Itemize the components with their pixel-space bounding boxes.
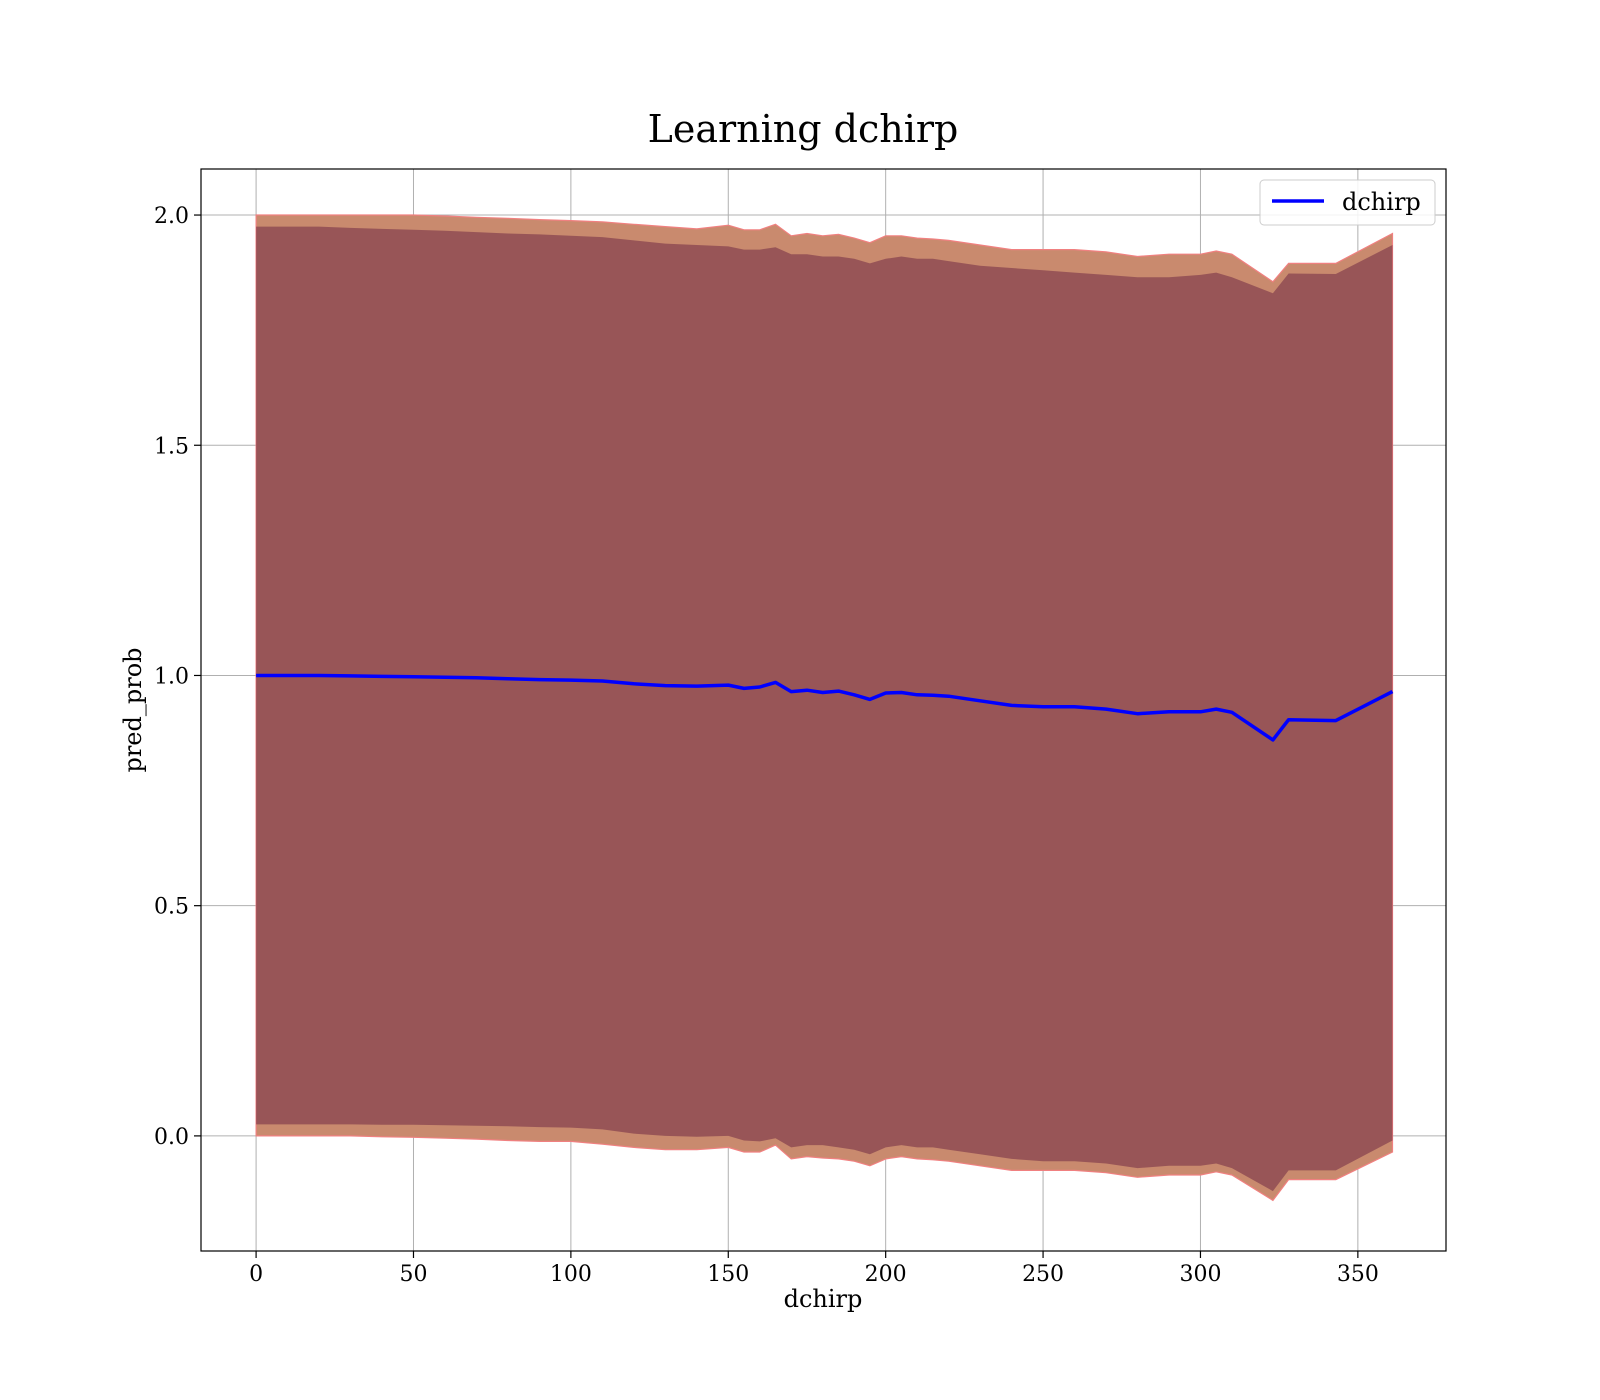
legend-label: dchirp xyxy=(1342,188,1421,216)
y-axis-label: pred_prob xyxy=(119,647,147,772)
x-tick-label: 250 xyxy=(1022,1262,1064,1287)
y-tick-label: 2.0 xyxy=(154,204,189,229)
x-tick-label: 0 xyxy=(249,1262,263,1287)
chart-title: Learning dchirp xyxy=(648,107,959,151)
plot-frame xyxy=(200,168,1447,1252)
x-axis-label: dchirp xyxy=(784,1285,863,1313)
y-axis: 0.0 0.5 1.0 1.5 2.0 xyxy=(154,204,201,1150)
inner-band xyxy=(256,226,1393,1192)
y-tick-label: 0.0 xyxy=(154,1125,189,1150)
series-line-dchirp xyxy=(256,673,1394,742)
confidence-bands xyxy=(255,214,1394,1202)
x-tick-label: 150 xyxy=(707,1262,749,1287)
x-tick-label: 350 xyxy=(1337,1262,1379,1287)
plot-area xyxy=(201,169,1446,1251)
x-tick-label: 50 xyxy=(399,1262,427,1287)
x-tick-label: 100 xyxy=(550,1262,592,1287)
y-tick-label: 0.5 xyxy=(154,895,189,920)
series-lines xyxy=(256,673,1394,742)
y-tick-label: 1.5 xyxy=(154,434,189,459)
y-tick-label: 1.0 xyxy=(154,664,189,689)
legend: dchirp xyxy=(1259,179,1436,226)
x-tick-label: 300 xyxy=(1179,1262,1221,1287)
x-tick-label: 200 xyxy=(865,1262,907,1287)
legend-box xyxy=(1259,179,1436,226)
x-axis: 0 50 100 150 200 250 300 350 xyxy=(249,1251,1379,1287)
